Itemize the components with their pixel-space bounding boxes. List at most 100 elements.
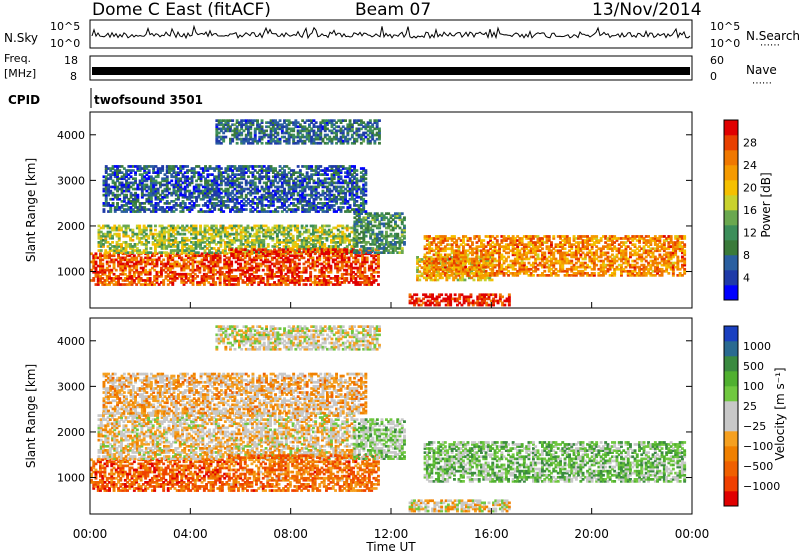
heatmap-cell bbox=[446, 303, 450, 307]
heatmap-cell bbox=[171, 266, 175, 270]
heatmap-cell bbox=[305, 238, 309, 242]
heatmap-cell bbox=[322, 266, 326, 270]
heatmap-cell bbox=[288, 268, 292, 272]
heatmap-cell bbox=[440, 293, 444, 297]
heatmap-cell bbox=[363, 277, 367, 280]
heatmap-cell bbox=[293, 250, 297, 253]
heatmap-cell bbox=[443, 256, 447, 259]
heatmap-cell bbox=[113, 251, 117, 254]
heatmap-cell bbox=[190, 236, 193, 240]
heatmap-cell bbox=[217, 230, 221, 234]
heatmap-cell bbox=[362, 236, 366, 240]
heatmap-cell bbox=[375, 216, 379, 220]
heatmap-cell bbox=[211, 254, 215, 258]
heatmap-cell bbox=[266, 258, 270, 262]
heatmap-cell bbox=[167, 234, 171, 238]
heatmap-cell bbox=[218, 260, 222, 264]
heatmap-cell bbox=[184, 262, 188, 266]
heatmap-cell bbox=[99, 230, 103, 234]
heatmap-cell bbox=[356, 270, 360, 274]
heatmap-cell bbox=[297, 258, 301, 262]
heatmap-cell bbox=[394, 216, 397, 220]
heatmap-cell bbox=[300, 270, 304, 274]
freq-tick-top: 18 bbox=[64, 54, 78, 67]
heatmap-cell bbox=[132, 264, 136, 268]
heatmap-cell bbox=[155, 262, 159, 266]
heatmap-cell bbox=[338, 283, 342, 286]
heatmap-cell bbox=[396, 251, 400, 254]
heatmap-cell bbox=[208, 232, 211, 236]
heatmap-cell bbox=[199, 230, 202, 234]
heatmap-cell bbox=[217, 247, 221, 250]
heatmap-cell bbox=[340, 266, 344, 270]
heatmap-cell bbox=[211, 270, 215, 274]
heatmap-cell bbox=[275, 241, 279, 244]
heatmap-cell bbox=[139, 260, 143, 264]
heatmap-cell bbox=[163, 228, 166, 232]
heatmap-cell bbox=[321, 232, 324, 236]
heatmap-cell bbox=[126, 226, 130, 230]
heatmap-cell bbox=[114, 268, 118, 272]
heatmap-cell bbox=[364, 216, 368, 220]
heatmap-cell bbox=[302, 268, 306, 272]
heatmap-cell bbox=[210, 247, 214, 250]
heatmap-cell bbox=[169, 238, 173, 242]
heatmap-cell bbox=[358, 248, 362, 251]
heatmap-cell bbox=[230, 243, 234, 246]
heatmap-cell bbox=[194, 226, 198, 230]
heatmap-cell bbox=[492, 297, 495, 301]
heatmap-cell bbox=[228, 248, 231, 251]
heatmap-cell bbox=[273, 283, 276, 286]
heatmap-cell bbox=[394, 243, 397, 246]
heatmap-cell bbox=[318, 258, 322, 262]
heatmap-cell bbox=[160, 234, 164, 238]
heatmap-cell bbox=[171, 264, 175, 268]
heatmap-cell bbox=[422, 270, 426, 274]
heatmap-cell bbox=[99, 266, 102, 270]
heatmap-cell bbox=[483, 293, 486, 297]
heatmap-cell bbox=[266, 254, 270, 258]
heatmap-cell bbox=[391, 214, 395, 217]
heatmap-cell bbox=[311, 264, 315, 268]
heatmap-cell bbox=[492, 301, 495, 305]
heatmap-cell bbox=[357, 216, 361, 220]
heatmap-cell bbox=[182, 264, 186, 268]
heatmap-cell bbox=[316, 248, 319, 251]
heatmap-cell bbox=[233, 232, 236, 236]
heatmap-cell bbox=[126, 260, 129, 264]
heatmap-cell bbox=[325, 268, 328, 272]
heatmap-cell bbox=[311, 266, 315, 270]
heatmap-cell bbox=[192, 241, 196, 244]
heatmap-cell bbox=[117, 249, 121, 252]
heatmap-cell bbox=[115, 232, 119, 236]
heatmap-cell bbox=[353, 234, 357, 238]
heatmap-cell bbox=[205, 277, 208, 280]
heatmap-cell bbox=[187, 245, 191, 248]
heatmap-cell bbox=[309, 250, 313, 253]
heatmap-cell bbox=[334, 248, 337, 251]
heatmap-cell bbox=[273, 250, 276, 253]
heatmap-cell bbox=[228, 262, 231, 266]
heatmap-cell bbox=[209, 275, 213, 278]
heatmap-cell bbox=[271, 228, 275, 232]
heatmap-cell bbox=[403, 241, 406, 244]
heatmap-cell bbox=[375, 241, 379, 244]
heatmap-cell bbox=[336, 245, 340, 248]
heatmap-cell bbox=[194, 251, 198, 254]
heatmap-cell bbox=[230, 254, 234, 258]
heatmap-cell bbox=[239, 252, 243, 256]
heatmap-cell bbox=[377, 256, 380, 260]
heatmap-cell bbox=[121, 272, 125, 276]
heatmap-cell bbox=[358, 254, 362, 258]
heatmap-cell bbox=[99, 249, 103, 252]
heatmap-cell bbox=[354, 262, 358, 266]
heatmap-cell bbox=[358, 270, 362, 274]
heatmap-cell bbox=[241, 258, 245, 262]
heatmap-cell bbox=[174, 238, 178, 242]
heatmap-cell bbox=[225, 256, 229, 260]
heatmap-cell bbox=[382, 249, 386, 252]
heatmap-cell bbox=[199, 232, 202, 236]
heatmap-cell bbox=[428, 269, 431, 273]
heatmap-cell bbox=[387, 222, 391, 226]
heatmap-cell bbox=[425, 269, 429, 273]
